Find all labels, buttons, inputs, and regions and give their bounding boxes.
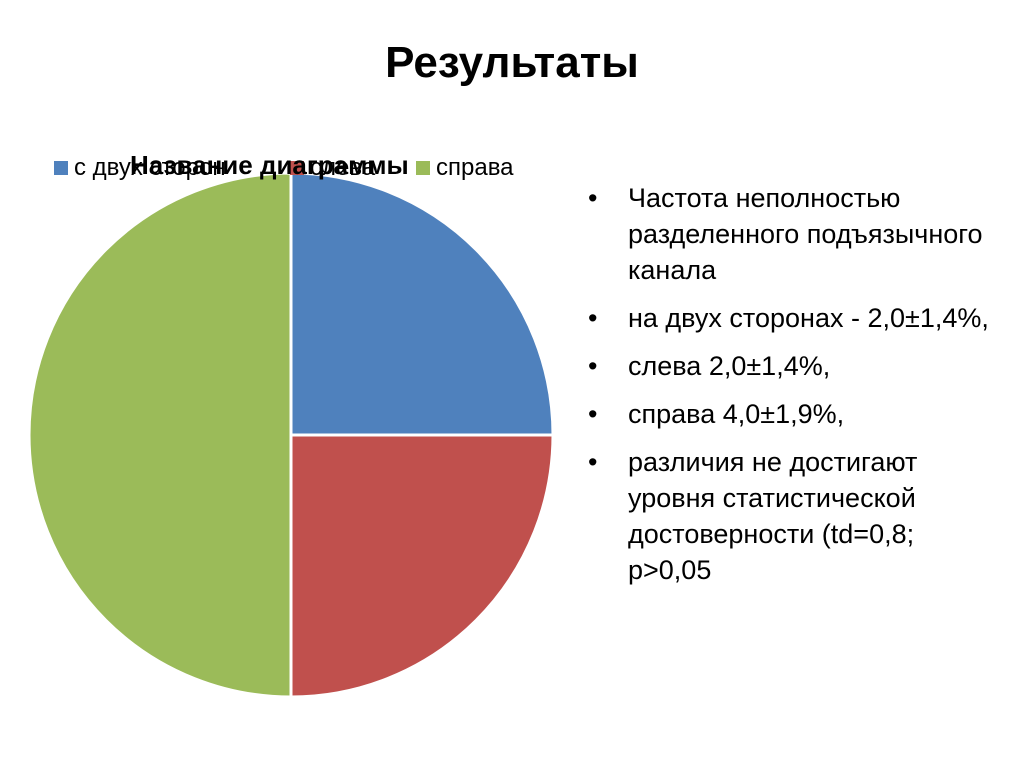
legend-swatch-left bbox=[290, 161, 304, 175]
legend-item-left: слева bbox=[290, 154, 375, 182]
legend-label-left: слева bbox=[310, 154, 376, 181]
chart-area bbox=[0, 140, 600, 760]
bullet-item: на двух сторонах - 2,0±1,4%, bbox=[584, 300, 1004, 336]
legend-item-both-sides: с двух сторон bbox=[54, 154, 226, 182]
bullet-item: слева 2,0±1,4%, bbox=[584, 348, 1004, 384]
bullet-item: различия не достигают уровня статистичес… bbox=[584, 444, 1004, 588]
legend-swatch-both-sides bbox=[54, 161, 68, 175]
pie-slice-right bbox=[27, 171, 293, 699]
bullet-list: Частота неполностью разделенного подъязы… bbox=[584, 180, 1004, 600]
pie-slice-both-sides bbox=[289, 171, 555, 437]
legend-label-right: справа bbox=[436, 154, 514, 181]
slide-title: Результаты bbox=[385, 38, 639, 87]
legend-swatch-right bbox=[416, 161, 430, 175]
bullet-item: справа 4,0±1,9%, bbox=[584, 396, 1004, 432]
legend-label-both-sides: с двух сторон bbox=[74, 154, 226, 181]
pie-slice-left bbox=[289, 433, 555, 699]
pie-chart bbox=[27, 171, 555, 699]
chart-title: Название диаграммы bbox=[130, 150, 409, 180]
bullet-item: Частота неполностью разделенного подъязы… bbox=[584, 180, 1004, 288]
legend-item-right: справа bbox=[416, 154, 514, 182]
